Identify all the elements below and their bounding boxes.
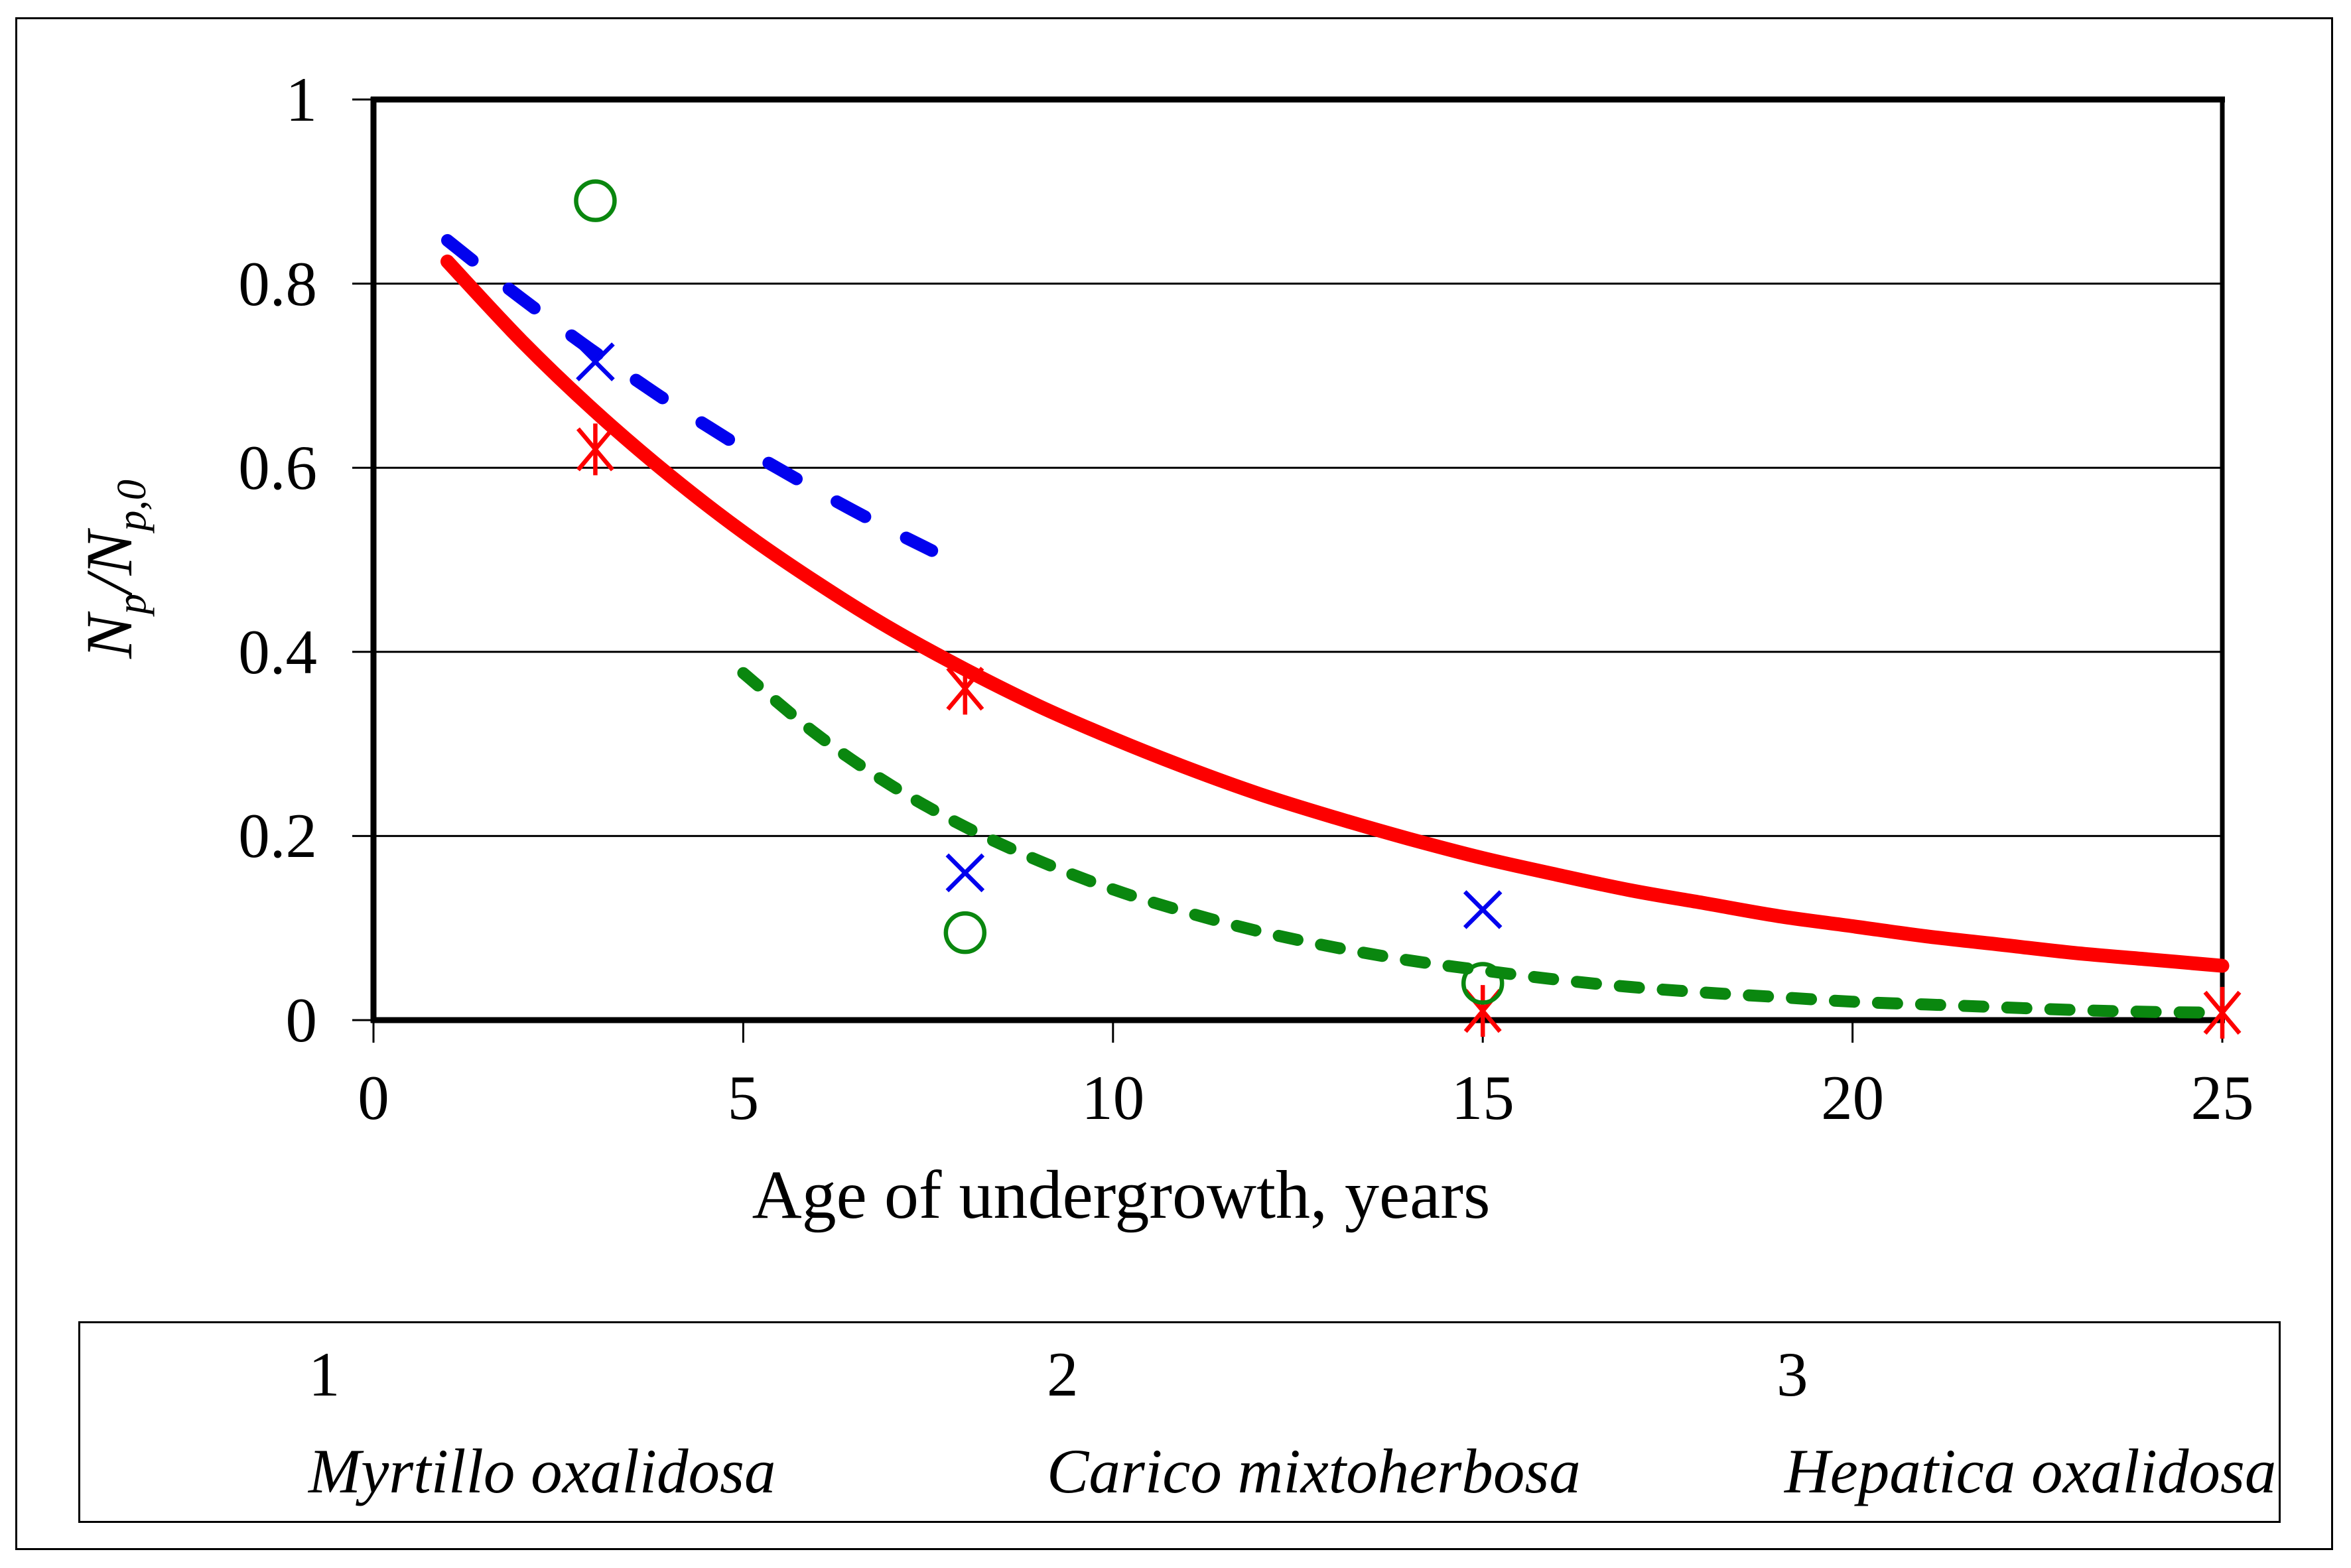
point-x-1 [945, 853, 985, 893]
point-x-0 [576, 342, 615, 381]
y-tick-label-1: 1 [285, 64, 318, 135]
x-tick-label-10: 10 [1081, 1063, 1145, 1133]
curve-2 [440, 254, 2230, 973]
point-circle-2 [1461, 962, 1505, 1005]
x-tick-label-0: 0 [358, 1063, 389, 1133]
legend-box [78, 1321, 2281, 1523]
curve-3 [737, 667, 2228, 1019]
legend-label-hepatica: Hepatica oxalidosa [1784, 1436, 2277, 1506]
legend-label-carico: Carico mixtoherbosa [1047, 1436, 1581, 1506]
x-tick-label-25: 25 [2190, 1063, 2254, 1133]
x-tick-label-15: 15 [1451, 1063, 1514, 1133]
x-tick-label-20: 20 [1821, 1063, 1885, 1133]
point-star-1-stroke [946, 667, 984, 711]
point-star-1 [946, 663, 984, 715]
legend-label-curve-2: 2 [1047, 1339, 1079, 1409]
legend-label-curve-3: 3 [1777, 1339, 1808, 1409]
curve-1 [441, 233, 939, 557]
point-circle-1 [943, 911, 987, 954]
legend-label-myrtillo: Myrtillo oxalidosa [308, 1436, 776, 1506]
point-star-3 [2203, 986, 2242, 1039]
point-circle-2-stroke [1461, 962, 1505, 1005]
point-x-2 [1463, 890, 1503, 929]
point-x-1-stroke [945, 853, 985, 893]
y-tick-label-0.2: 0.2 [238, 801, 317, 872]
point-star-3-stroke [2203, 990, 2242, 1035]
point-x-2-stroke [1463, 890, 1503, 929]
point-star-0 [576, 423, 614, 476]
point-star-2 [1463, 985, 1502, 1037]
point-circle-1-stroke [943, 911, 987, 954]
y-tick-label-0: 0 [285, 985, 318, 1055]
point-x-0-stroke [576, 342, 615, 381]
point-circle-0 [574, 179, 617, 222]
legend-label-curve-1: 1 [308, 1339, 340, 1409]
page-border [15, 17, 2333, 1550]
point-star-0-stroke [576, 427, 614, 472]
y-axis-title: Np/Np,0 [72, 480, 155, 659]
y-tick-label-0.6: 0.6 [238, 432, 317, 503]
x-tick-label-5: 5 [727, 1063, 760, 1133]
y-tick-label-0.4: 0.4 [238, 616, 317, 687]
x-axis-title: Age of undergrowth, years [752, 1157, 1491, 1233]
y-tick-label-0.8: 0.8 [238, 248, 317, 319]
point-circle-0-stroke [574, 179, 617, 222]
